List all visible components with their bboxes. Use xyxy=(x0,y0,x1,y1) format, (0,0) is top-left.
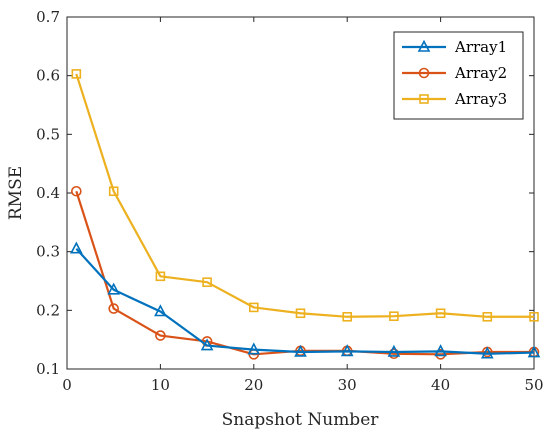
legend-label: Array1 xyxy=(454,38,507,56)
square-marker xyxy=(419,94,429,104)
legend-entry-array1: Array1 xyxy=(402,38,507,56)
y-tick-label: 0.6 xyxy=(36,67,60,85)
series-layer xyxy=(70,69,541,360)
y-tick-label: 0.3 xyxy=(36,243,60,261)
x-tick-label: 20 xyxy=(244,376,263,394)
triangle-marker xyxy=(70,241,83,254)
y-tick-label: 0.2 xyxy=(36,301,60,319)
legend-label: Array2 xyxy=(454,64,507,82)
triangle-marker xyxy=(340,344,354,357)
legend-entry-array2: Array2 xyxy=(402,64,507,82)
square-marker xyxy=(155,271,166,282)
triangle-marker xyxy=(480,346,494,359)
circle-marker xyxy=(155,330,166,341)
y-tick-label: 0.7 xyxy=(36,8,60,26)
triangle-marker xyxy=(417,39,431,52)
series-array3 xyxy=(71,69,539,322)
x-tick-label: 30 xyxy=(338,376,357,394)
square-marker xyxy=(342,311,353,322)
square-marker xyxy=(435,308,446,319)
triangle-marker xyxy=(154,304,167,317)
y-axis-label: RMSE xyxy=(6,166,26,220)
y-axis-ticks: 0.1 0.2 0.3 0.4 0.5 0.6 0.7 xyxy=(36,8,534,378)
legend-entry-array3: Array3 xyxy=(402,90,507,108)
legend: Array1 Array2 Array3 xyxy=(393,31,524,120)
series-line xyxy=(75,190,534,356)
triangle-marker xyxy=(247,342,261,355)
x-tick-label: 40 xyxy=(431,376,450,394)
circle-marker xyxy=(108,303,119,314)
x-tick-label: 50 xyxy=(524,376,543,394)
square-marker xyxy=(249,302,259,313)
series-line xyxy=(75,247,535,355)
legend-label: Array3 xyxy=(454,90,507,108)
x-tick-label: 0 xyxy=(62,376,72,394)
triangle-marker xyxy=(387,344,401,357)
x-tick-label: 10 xyxy=(151,376,170,394)
x-axis-label: Snapshot Number xyxy=(222,410,380,430)
square-marker xyxy=(108,186,119,197)
y-tick-label: 0.4 xyxy=(36,184,60,202)
x-axis-ticks: 0 10 20 30 40 50 xyxy=(62,17,544,394)
square-marker xyxy=(71,69,82,79)
series-line xyxy=(75,73,534,318)
square-marker xyxy=(482,311,493,322)
y-tick-label: 0.5 xyxy=(36,125,60,143)
square-marker xyxy=(202,277,212,287)
triangle-marker xyxy=(434,344,447,357)
circle-marker xyxy=(71,185,82,197)
triangle-marker xyxy=(527,345,541,358)
triangle-marker xyxy=(107,282,121,295)
square-marker xyxy=(389,311,399,322)
square-marker xyxy=(295,308,306,319)
triangle-marker xyxy=(200,338,214,351)
square-marker xyxy=(529,311,539,322)
y-tick-label: 0.1 xyxy=(36,360,60,378)
circle-marker xyxy=(418,67,430,79)
series-array1 xyxy=(70,241,541,359)
triangle-marker xyxy=(294,344,307,357)
